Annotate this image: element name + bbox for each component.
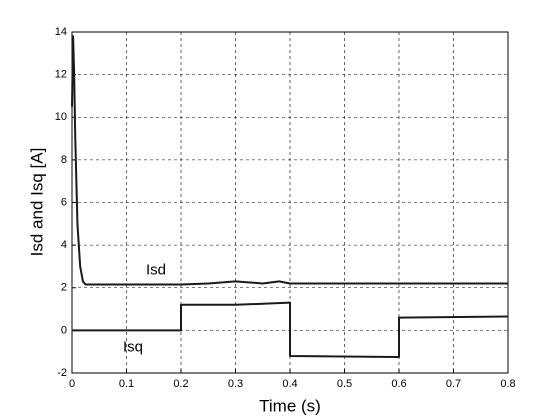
x-tick-label: 0.7 <box>446 378 461 390</box>
y-tick-label: 10 <box>55 111 67 123</box>
x-tick-label: 0.3 <box>228 378 243 390</box>
y-tick-label: 4 <box>61 239 67 251</box>
y-tick-label: 12 <box>55 69 67 81</box>
series-line <box>72 301 509 359</box>
x-tick-label: 0 <box>69 378 75 390</box>
x-tick-label: 0.1 <box>119 378 134 390</box>
series-label: Isd <box>146 262 166 279</box>
y-tick-label: 6 <box>61 196 67 208</box>
x-tick-label: 0.8 <box>500 378 515 390</box>
y-tick-label: 14 <box>55 26 67 38</box>
y-tick-label: -2 <box>57 367 67 379</box>
y-tick-label: 8 <box>61 154 67 166</box>
y-tick-label: 0 <box>61 324 67 336</box>
x-axis-label: Time (s) <box>259 396 321 415</box>
y-axis-label: Isd and Isq [A] <box>27 148 46 257</box>
x-tick-label: 0.5 <box>337 378 352 390</box>
x-tick-label: 0.6 <box>391 378 406 390</box>
x-tick-label: 0.4 <box>282 378 297 390</box>
x-tick-label: 0.2 <box>173 378 188 390</box>
series-line <box>71 35 508 286</box>
plot-frame <box>71 31 509 374</box>
series-label: Isq <box>123 338 143 355</box>
y-tick-label: 2 <box>61 282 67 294</box>
